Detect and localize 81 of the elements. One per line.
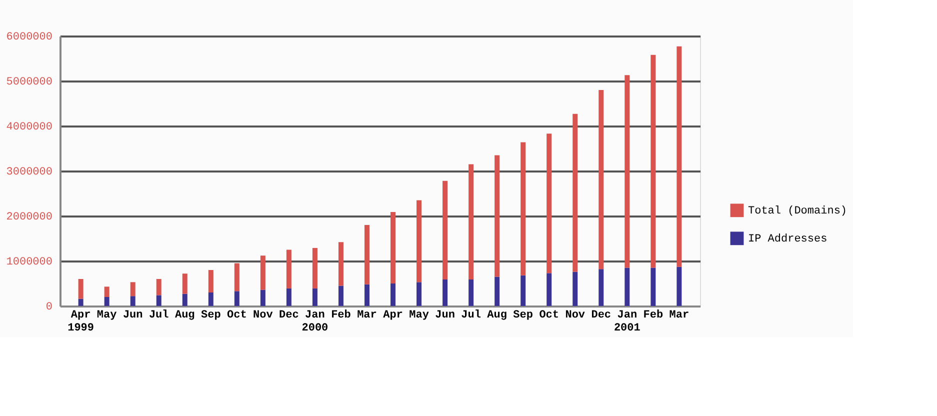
x-tick-label: Nov: [565, 310, 586, 322]
bar: [156, 295, 162, 306]
bar: [208, 270, 214, 292]
bar: [520, 142, 526, 276]
y-tick-label: 6000000: [6, 32, 52, 44]
bar: [78, 298, 84, 306]
bar: [598, 90, 604, 270]
x-tick-label: Apr 1999: [68, 310, 94, 334]
bar: [494, 276, 500, 306]
x-tick-label: Sep: [200, 310, 222, 322]
bar: [624, 75, 630, 268]
x-tick-label: Jun: [435, 310, 455, 322]
bar: [650, 268, 656, 306]
y-tick-label: 0: [46, 302, 52, 314]
bar: [624, 268, 630, 306]
bar: [416, 200, 422, 282]
bar: [650, 54, 656, 268]
bar: [676, 46, 682, 267]
bar: [130, 296, 136, 306]
x-tick-label: Sep: [513, 310, 534, 322]
x-tick-label: Aug: [174, 310, 195, 322]
bar: [364, 284, 370, 306]
bar: [546, 134, 552, 274]
x-tick-label: May: [409, 310, 430, 322]
bar: [546, 273, 552, 306]
x-tick-label: Nov: [253, 310, 274, 322]
x-tick-label: Dec: [279, 310, 299, 322]
legend-label: IP Addresses: [748, 233, 828, 246]
x-tick-label: Aug: [487, 310, 507, 322]
x-tick-label: Oct: [227, 310, 247, 322]
x-tick-label: Jun: [122, 310, 143, 322]
bar: [286, 288, 292, 306]
x-tick-label: Jul: [148, 310, 170, 322]
bar: [234, 263, 240, 292]
bar: [78, 279, 84, 299]
bar: [676, 266, 682, 306]
bar: [338, 242, 344, 286]
x-tick-label: Jan 2001: [614, 310, 641, 334]
bar: [390, 284, 396, 306]
x-tick-label: Apr: [383, 310, 403, 322]
x-tick-label: Dec: [591, 310, 612, 322]
bar: [572, 272, 578, 306]
x-tick-label: Mar: [669, 310, 690, 322]
bar: [156, 279, 162, 296]
bar: [104, 286, 110, 297]
y-tick-label: 1000000: [6, 256, 52, 268]
x-tick-label: Jul: [461, 310, 482, 322]
bar: [520, 275, 526, 306]
y-tick-label: 4000000: [6, 122, 52, 134]
bar: [234, 291, 240, 306]
x-tick-label: Feb: [643, 310, 664, 322]
bar: [598, 269, 604, 306]
x-tick-label: Feb: [331, 310, 352, 322]
bar: [442, 279, 448, 306]
bar: [468, 164, 474, 280]
bar: [260, 290, 266, 306]
bar: [312, 288, 318, 306]
x-tick-label: Jan 2000: [302, 310, 328, 334]
x-tick-label: Mar: [357, 310, 377, 322]
bar: [182, 294, 188, 306]
bar: [390, 212, 396, 284]
bar: [494, 155, 500, 277]
y-tick-label: 5000000: [6, 76, 52, 88]
bar: [338, 286, 344, 306]
bar: [468, 279, 474, 306]
y-tick-label: 2000000: [6, 212, 52, 224]
x-tick-label: Oct: [539, 310, 560, 322]
bar: [416, 282, 422, 306]
bar: [286, 250, 292, 288]
bar: [182, 274, 188, 294]
bar: [364, 225, 370, 284]
bar: [572, 114, 578, 272]
x-tick-label: May: [96, 310, 118, 322]
legend-label: Total (Domains): [748, 205, 848, 218]
y-tick-label: 3000000: [6, 166, 52, 178]
bar: [130, 282, 136, 296]
bar: [260, 256, 266, 290]
bar: [442, 180, 448, 280]
bar: [208, 292, 214, 306]
bar: [312, 248, 318, 288]
bar: [104, 297, 110, 306]
